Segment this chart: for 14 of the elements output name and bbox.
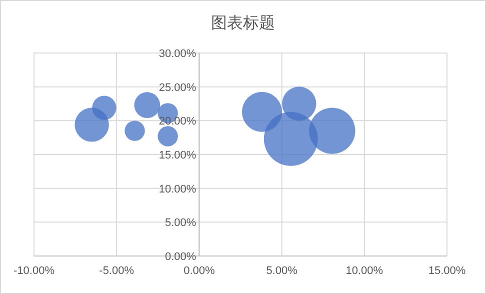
- y-tick-label: 20.00%: [158, 116, 196, 128]
- y-tick-label: 30.00%: [158, 48, 196, 60]
- y-tick-label: 0.00%: [164, 251, 196, 263]
- y-tick-label: 25.00%: [158, 82, 196, 94]
- x-tick-label: -5.00%: [99, 265, 134, 277]
- x-tick-label: 15.00%: [428, 265, 466, 277]
- x-tick-label: -10.00%: [14, 265, 55, 277]
- x-tick-label: 0.00%: [184, 265, 216, 277]
- x-tick-label: 10.00%: [346, 265, 384, 277]
- y-tick-label: 5.00%: [164, 217, 196, 230]
- y-tick-label: 10.00%: [158, 183, 196, 196]
- x-tick-label: 5.00%: [266, 265, 298, 277]
- y-tick-label: 15.00%: [158, 150, 196, 162]
- chart-title: 图表标题: [211, 14, 275, 32]
